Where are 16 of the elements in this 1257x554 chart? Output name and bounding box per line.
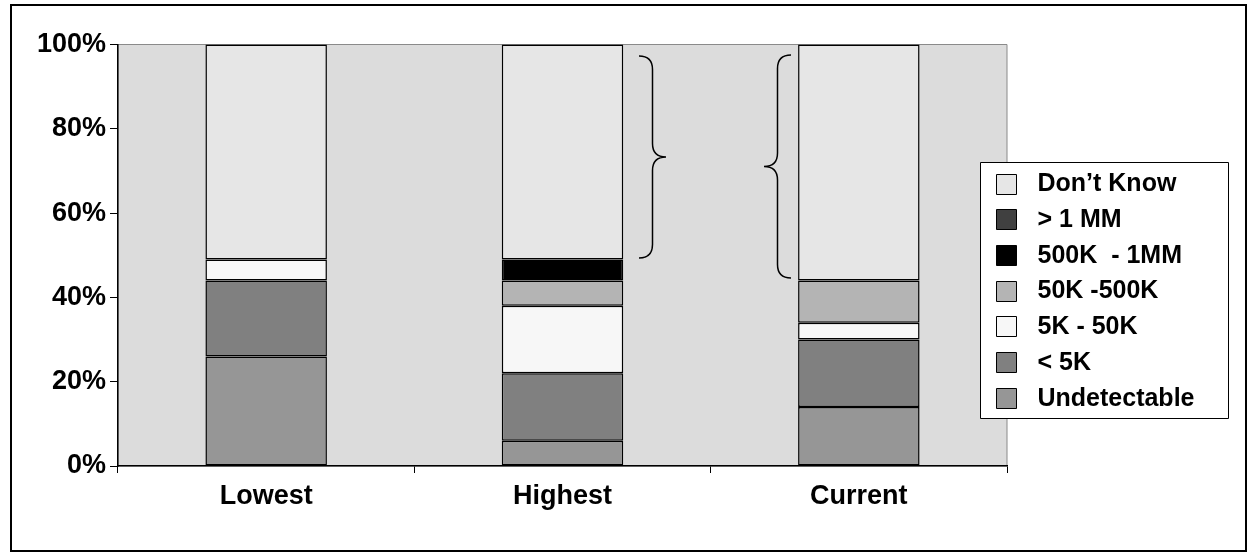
legend-label: < 5K	[1037, 346, 1092, 375]
y-tick-label: 100%	[36, 27, 106, 58]
y-tick-label: 80%	[51, 112, 106, 143]
x-tick-label: Current	[810, 479, 908, 510]
legend-label: Don’t Know	[1037, 168, 1177, 197]
y-tick-label: 0%	[66, 449, 106, 480]
y-tick-label: 60%	[51, 196, 106, 227]
legend-label: 50K -500K	[1037, 275, 1159, 304]
y-tick-label: 40%	[51, 280, 106, 311]
legend-label: 5K - 50K	[1037, 311, 1138, 340]
legend-label: 500K - 1MM	[1037, 239, 1182, 268]
x-tick-label: Highest	[512, 479, 613, 510]
x-tick-label: Lowest	[219, 479, 313, 510]
legend-label: > 1 MM	[1037, 204, 1122, 233]
legend-label: Undetectable	[1037, 382, 1195, 411]
y-tick-label: 20%	[51, 365, 106, 396]
